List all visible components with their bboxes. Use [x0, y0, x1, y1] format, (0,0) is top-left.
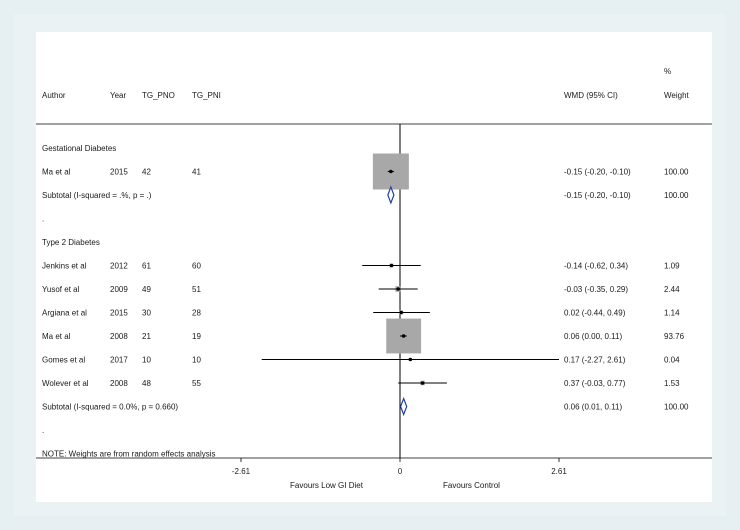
study-tg-pno: 21: [142, 332, 151, 341]
study-weight: 93.76: [664, 332, 685, 341]
study-point-estimate: [396, 287, 400, 291]
study-year: 2017: [110, 356, 128, 365]
study-ci: 0.02 (-0.44, 0.49): [564, 309, 626, 318]
study-ci: 0.17 (-2.27, 2.61): [564, 356, 626, 365]
col-tg-pni-header: TG_PNI: [192, 91, 221, 100]
table-rows: Gestational Diabetes Ma et al 2015 42 41 -0.1…: [42, 144, 689, 459]
subtotal-diamond: [399, 396, 408, 417]
study-tg-pno: 10: [142, 356, 151, 365]
study-author: Argiana et al: [42, 309, 87, 318]
study-tg-pno: 30: [142, 309, 151, 318]
col-tg-pno-header: TG_PNO: [142, 91, 175, 100]
study-year: 2008: [110, 332, 128, 341]
table-header: Author Year TG_PNO TG_PNI WMD (95% CI) %…: [42, 67, 690, 100]
spacer-dot: .: [42, 426, 44, 435]
study-point-estimate: [420, 381, 425, 385]
plot-marks: [261, 124, 559, 458]
study-tg-pni: 10: [192, 356, 201, 365]
study-year: 2015: [110, 309, 128, 318]
x-tick-label: 0: [398, 467, 403, 476]
subtotal-diamond: [387, 185, 395, 205]
study-author: Gomes et al: [42, 356, 85, 365]
x-tick-label: 2.61: [551, 467, 567, 476]
study-tg-pni: 55: [192, 379, 201, 388]
study-author: Yusof et al: [42, 285, 80, 294]
x-left-label: Favours Low GI Diet: [290, 481, 364, 490]
forest-plot-svg: Author Year TG_PNO TG_PNI WMD (95% CI) %…: [36, 67, 712, 490]
subtotal-ci: -0.15 (-0.20, -0.10): [564, 191, 631, 200]
spacer-dot: .: [42, 215, 44, 224]
study-tg-pni: 19: [192, 332, 201, 341]
study-author: Jenkins et al: [42, 262, 87, 271]
study-point-estimate: [401, 334, 406, 338]
group-label: Gestational Diabetes: [42, 144, 116, 153]
study-author: Ma et al: [42, 168, 71, 177]
study-tg-pno: 42: [142, 168, 151, 177]
study-tg-pno: 61: [142, 262, 151, 271]
study-weight: 1.09: [664, 262, 680, 271]
study-year: 2009: [110, 285, 128, 294]
subtotal-label: Subtotal (I-squared = .%, p = .): [42, 191, 152, 200]
col-year-header: Year: [110, 91, 127, 100]
study-year: 2008: [110, 379, 128, 388]
study-point-estimate: [399, 310, 404, 315]
subtotal-ci: 0.06 (0.01, 0.11): [564, 403, 622, 412]
study-weight: 2.44: [664, 285, 680, 294]
forest-plot: Author Year TG_PNO TG_PNI WMD (95% CI) %…: [36, 32, 712, 502]
subtotal-weight: 100.00: [664, 403, 689, 412]
study-ci: -0.03 (-0.35, 0.29): [564, 285, 628, 294]
study-weight: 1.53: [664, 379, 680, 388]
study-ci: -0.15 (-0.20, -0.10): [564, 168, 631, 177]
x-tick-label: -2.61: [232, 467, 251, 476]
x-right-label: Favours Control: [443, 481, 500, 490]
study-tg-pni: 28: [192, 309, 201, 318]
study-point-estimate: [389, 169, 393, 174]
study-tg-pni: 41: [192, 168, 201, 177]
col-author-header: Author: [42, 91, 66, 100]
col-weight-header: Weight: [664, 91, 690, 100]
study-year: 2012: [110, 262, 128, 271]
study-tg-pno: 49: [142, 285, 151, 294]
study-year: 2015: [110, 168, 128, 177]
col-weight-pct-header: %: [664, 67, 671, 76]
col-effect-header: WMD (95% CI): [564, 91, 618, 100]
study-point-estimate: [389, 263, 394, 268]
figure-frame: Author Year TG_PNO TG_PNI WMD (95% CI) %…: [14, 14, 726, 516]
study-tg-pni: 60: [192, 262, 201, 271]
study-ci: 0.37 (-0.03, 0.77): [564, 379, 626, 388]
footnote: NOTE: Weights are from random effects an…: [42, 450, 216, 459]
study-tg-pni: 51: [192, 285, 201, 294]
study-tg-pno: 48: [142, 379, 151, 388]
study-ci: 0.06 (0.00, 0.11): [564, 332, 622, 341]
study-weight: 0.04: [664, 356, 680, 365]
study-weight: 1.14: [664, 309, 680, 318]
x-axis: -2.61 0 2.61 Favours Low GI Diet Favours Con…: [232, 458, 567, 490]
group-label: Type 2 Diabetes: [42, 238, 100, 247]
study-point-estimate: [408, 357, 413, 362]
subtotal-label: Subtotal (I-squared = 0.0%, p = 0.660): [42, 403, 178, 412]
study-author: Wolever et al: [42, 379, 89, 388]
study-ci: -0.14 (-0.62, 0.34): [564, 262, 628, 271]
study-author: Ma et al: [42, 332, 71, 341]
subtotal-weight: 100.00: [664, 191, 689, 200]
study-weight: 100.00: [664, 168, 689, 177]
